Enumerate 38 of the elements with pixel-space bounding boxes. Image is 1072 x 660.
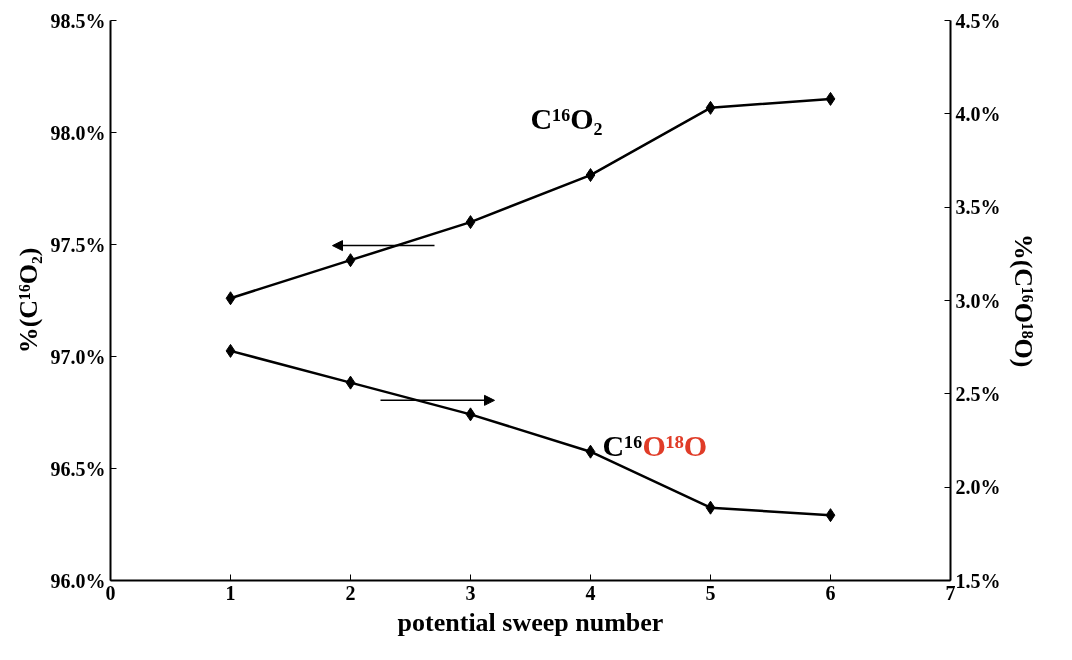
point	[825, 508, 836, 523]
point	[345, 253, 356, 268]
x-tick-label: 3	[465, 581, 476, 604]
x-tick-label: 6	[825, 581, 836, 604]
x-tick-label: 4	[585, 581, 596, 604]
y-tick-label: 97.5%	[50, 233, 106, 256]
y2-axis-title: %(C¹⁶O¹⁸O)	[1008, 233, 1038, 368]
y-tick-label: 98.5%	[50, 9, 106, 32]
y2-tick-label: 1.5%	[955, 569, 1001, 592]
y2-tick-label: 4.0%	[955, 102, 1001, 125]
x-axis-title: potential sweep number	[397, 607, 664, 637]
y2-tick-label: 3.5%	[955, 196, 1001, 219]
point	[465, 215, 476, 230]
x-tick-label: 7	[945, 581, 956, 604]
y2-tick-label: 3.0%	[955, 289, 1001, 312]
point	[465, 407, 476, 422]
x-tick-label: 1	[225, 581, 236, 604]
y-tick-label: 98.0%	[50, 121, 106, 144]
point	[585, 444, 596, 459]
y2-tick-label: 4.5%	[955, 9, 1001, 32]
point	[585, 168, 596, 183]
y-tick-label: 96.5%	[50, 457, 106, 480]
x-tick-label: 5	[705, 581, 716, 604]
point	[705, 100, 716, 115]
point	[225, 343, 236, 358]
y2-tick-label: 2.5%	[955, 382, 1001, 405]
x-tick-label: 0	[105, 581, 116, 604]
y-tick-label: 97.0%	[50, 345, 106, 368]
point	[345, 375, 356, 390]
point	[225, 291, 236, 306]
y-axis-title: %(C¹⁶O₂)	[13, 247, 43, 354]
point	[825, 91, 836, 106]
annotation: C¹⁶O₂	[530, 102, 603, 136]
y-tick-label: 96.0%	[50, 569, 106, 592]
point	[705, 500, 716, 515]
y2-tick-label: 2.0%	[955, 476, 1001, 499]
annotation: C¹⁶O¹⁸O	[602, 428, 708, 462]
x-tick-label: 2	[345, 581, 356, 604]
